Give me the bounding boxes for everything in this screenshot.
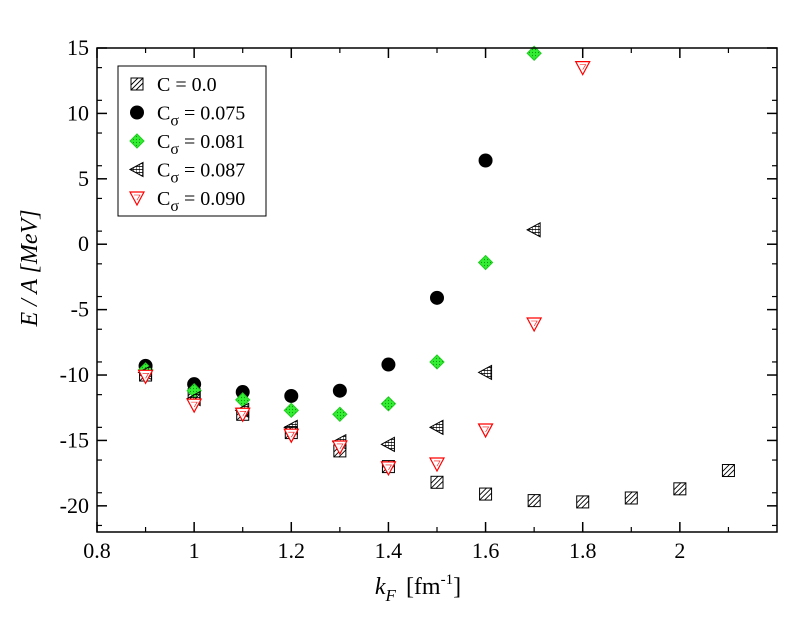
data-point bbox=[430, 290, 444, 305]
y-tick-label: 10 bbox=[67, 100, 89, 125]
data-point bbox=[380, 396, 397, 412]
legend-marker bbox=[128, 161, 144, 178]
data-point bbox=[673, 482, 687, 496]
x-axis-label-unit-exponent: -1 bbox=[441, 572, 454, 588]
data-point bbox=[477, 423, 494, 439]
data-marks bbox=[137, 45, 735, 509]
legend-label: Cσ = 0.081 bbox=[157, 131, 245, 158]
y-tick-label: -10 bbox=[60, 362, 89, 387]
legend-label: Cσ = 0.075 bbox=[157, 103, 245, 130]
data-point bbox=[331, 440, 348, 456]
data-point bbox=[429, 354, 445, 370]
legend-marker bbox=[130, 77, 144, 91]
data-point bbox=[526, 221, 541, 238]
x-tick-label: 1.2 bbox=[278, 538, 306, 563]
x-axis-label: kF [fm-1] bbox=[375, 572, 461, 605]
series-1 bbox=[139, 368, 735, 509]
legend-label: C = 0.0 bbox=[157, 74, 217, 96]
data-point bbox=[428, 457, 446, 473]
data-point bbox=[526, 317, 543, 333]
legend-marker bbox=[129, 133, 145, 149]
x-axis-label-subscript: F bbox=[385, 586, 397, 605]
x-tick-label: 1.6 bbox=[472, 538, 500, 563]
plot-frame bbox=[96, 47, 778, 533]
data-point bbox=[381, 357, 396, 372]
data-point bbox=[477, 364, 493, 381]
data-point bbox=[624, 491, 638, 505]
data-point bbox=[527, 494, 541, 508]
legend-marker bbox=[130, 105, 144, 120]
data-point bbox=[234, 407, 251, 423]
y-tick-label: -20 bbox=[60, 493, 89, 518]
y-tick-label: -5 bbox=[71, 297, 89, 322]
data-point bbox=[477, 254, 494, 271]
x-axis-label-unit-close: ] bbox=[453, 574, 461, 600]
data-point bbox=[283, 428, 300, 444]
x-tick-label: 0.8 bbox=[83, 538, 111, 563]
y-tick-label: -15 bbox=[60, 427, 89, 452]
y-tick-label: 0 bbox=[78, 231, 89, 256]
data-point bbox=[137, 369, 154, 385]
data-point bbox=[576, 495, 590, 509]
x-tick-label: 1.4 bbox=[375, 538, 403, 563]
x-tick-label: 1 bbox=[189, 538, 200, 563]
data-point bbox=[380, 461, 397, 477]
axis-ticks: 0.8 1 1.2 1.4 1.6 1.8 2 -20 -15 -10 -5 0 5 10 15 bbox=[60, 35, 777, 563]
legend-label: Cσ = 0.087 bbox=[157, 160, 245, 187]
y-axis-label: E / A [MeV] bbox=[17, 209, 43, 327]
legend-marker bbox=[128, 191, 146, 207]
data-point bbox=[332, 383, 347, 398]
x-tick-label: 2 bbox=[674, 538, 685, 563]
x-axis-label-unit: [fm bbox=[406, 574, 441, 600]
data-point bbox=[479, 487, 493, 501]
data-point bbox=[526, 45, 542, 61]
data-point bbox=[430, 475, 444, 489]
data-point bbox=[478, 153, 493, 168]
x-tick-label: 1.8 bbox=[569, 538, 597, 563]
data-point bbox=[721, 464, 735, 478]
data-point bbox=[283, 402, 299, 419]
y-tick-label: 5 bbox=[78, 166, 89, 191]
data-point bbox=[284, 388, 299, 403]
data-point bbox=[380, 436, 395, 453]
data-point bbox=[428, 419, 444, 436]
x-axis-label-symbol: k bbox=[375, 574, 386, 600]
y-axis-label-text: E / A [MeV] bbox=[17, 209, 43, 327]
data-point bbox=[332, 406, 348, 422]
data-point bbox=[186, 398, 203, 414]
data-point bbox=[235, 385, 250, 400]
series-5 bbox=[137, 61, 591, 477]
data-point bbox=[574, 61, 591, 76]
legend-label: Cσ = 0.090 bbox=[157, 188, 245, 215]
y-tick-label: 15 bbox=[67, 35, 89, 60]
